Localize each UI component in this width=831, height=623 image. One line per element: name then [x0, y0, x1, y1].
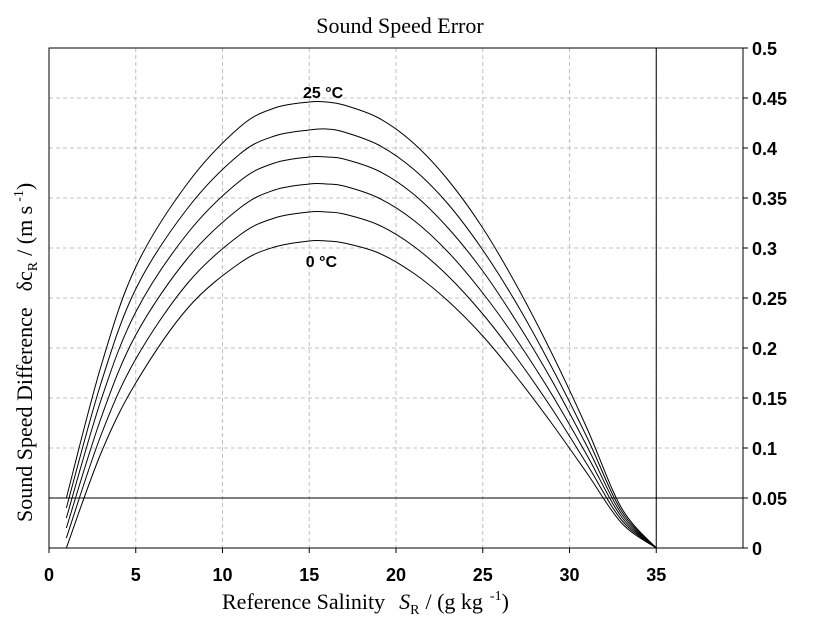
y-tick-label: 0.1 [752, 439, 777, 459]
series-line-0 [65, 239, 657, 549]
series-line-5 [65, 100, 657, 549]
x-axis-title: Reference Salinity SR / (g kg -1) [222, 589, 509, 618]
y-axis-unit-close: ) [12, 183, 37, 190]
y-axis-subscript: R [26, 261, 41, 271]
y-tick-label: 0 [752, 539, 762, 559]
y-tick-label: 0.2 [752, 339, 777, 359]
x-axis-unit-open: / (g kg [425, 589, 482, 614]
x-axis-ticks: 0 5 10 15 20 25 30 35 [44, 548, 666, 585]
series-line-1 [65, 210, 657, 549]
x-axis-symbol: S [399, 589, 410, 614]
x-axis-unit-close: ) [502, 589, 509, 614]
y-tick-label: 0.05 [752, 489, 787, 509]
y-axis-symbol: δc [12, 271, 37, 291]
y-tick-label: 0.4 [752, 139, 777, 159]
x-tick-label: 25 [473, 565, 493, 585]
x-axis-subscript: R [410, 603, 420, 618]
x-tick-label: 5 [131, 565, 141, 585]
chart-title: Sound Speed Error [316, 13, 484, 38]
x-tick-label: 15 [299, 565, 319, 585]
series-line-2 [65, 182, 657, 549]
x-tick-label: 35 [646, 565, 666, 585]
annotation-label: 0 °C [306, 254, 338, 271]
series-line-4 [65, 128, 657, 549]
y-tick-label: 0.5 [752, 39, 777, 59]
y-axis-title: Sound Speed Difference δcR / (m s -1) [12, 183, 41, 522]
y-axis-unit-open: / (m s [12, 206, 37, 256]
x-tick-label: 30 [559, 565, 579, 585]
x-axis-label-text: Reference Salinity [222, 589, 385, 614]
annotations: 25 °C 0 °C [303, 85, 344, 271]
x-tick-label: 20 [386, 565, 406, 585]
y-axis-ticks: 0 0.05 0.1 0.15 0.2 0.25 0.3 0.35 0.4 0.45 0.5 [743, 39, 787, 559]
x-tick-label: 0 [44, 565, 54, 585]
annotation-label: 25 °C [303, 85, 344, 102]
y-axis-label-text: Sound Speed Difference [12, 307, 37, 522]
y-tick-label: 0.45 [752, 89, 787, 109]
y-tick-label: 0.3 [752, 239, 777, 259]
y-tick-label: 0.25 [752, 289, 787, 309]
reference-lines [49, 48, 743, 548]
x-tick-label: 10 [212, 565, 232, 585]
y-axis-unit-exp: -1 [12, 190, 27, 202]
y-tick-label: 0.15 [752, 389, 787, 409]
x-axis-unit-exp: -1 [490, 589, 502, 604]
series-curves [65, 100, 657, 549]
series-line-3 [65, 155, 657, 549]
y-tick-label: 0.35 [752, 189, 787, 209]
